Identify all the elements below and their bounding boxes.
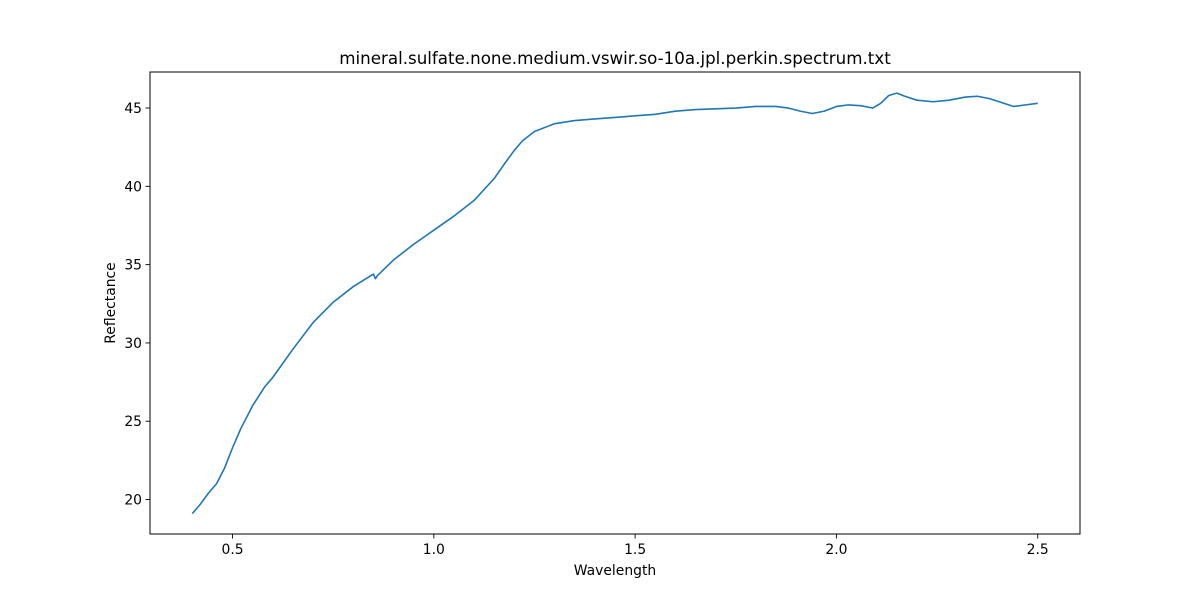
x-tick-label: 1.0 <box>423 542 445 558</box>
y-axis: 20 25 30 35 40 45 <box>124 101 150 509</box>
series-line-0 <box>191 92 1038 515</box>
y-tick-label: 35 <box>124 258 142 274</box>
y-tick-label: 40 <box>124 179 142 195</box>
x-axis: 0.5 1.0 1.5 2.0 2.5 <box>221 534 1049 558</box>
x-axis-label: Wavelength <box>574 563 656 579</box>
x-tick-label: 1.5 <box>624 542 646 558</box>
plot-frame <box>149 71 1081 535</box>
x-tick-label: 2.5 <box>1027 542 1049 558</box>
plot-area <box>191 92 1038 515</box>
x-tick-label: 2.0 <box>825 542 847 558</box>
y-tick-label: 45 <box>124 101 142 117</box>
y-tick-label: 20 <box>124 493 142 509</box>
y-tick-label: 30 <box>124 336 142 352</box>
y-axis-label: Reflectance <box>103 262 119 343</box>
chart-title: mineral.sulfate.none.medium.vswir.so-10a… <box>339 48 891 68</box>
y-tick-label: 25 <box>124 414 142 430</box>
x-tick-label: 0.5 <box>221 542 243 558</box>
